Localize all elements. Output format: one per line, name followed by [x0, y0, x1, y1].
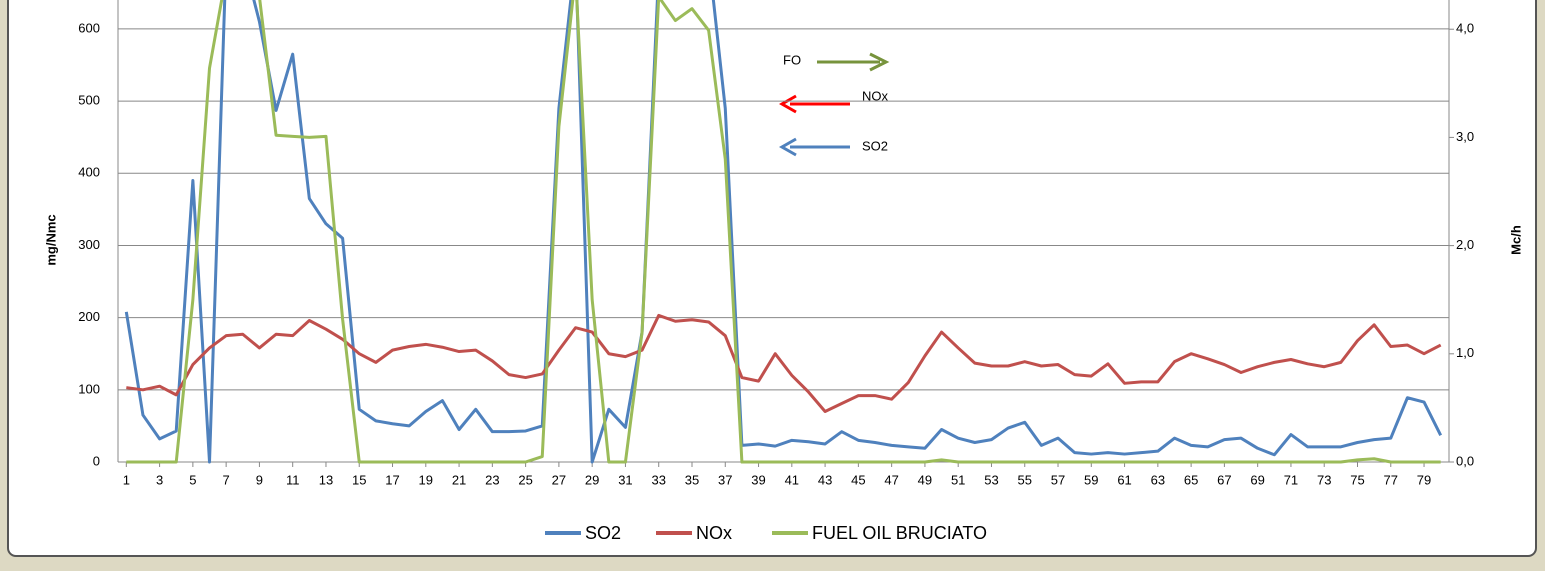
x-tick-label: 73	[1317, 472, 1331, 487]
x-tick-label: 15	[352, 472, 366, 487]
x-tick-label: 37	[718, 472, 732, 487]
x-tick-label: 25	[518, 472, 532, 487]
x-tick-label: 19	[419, 472, 433, 487]
series-line	[124, 0, 1443, 464]
x-tick-label: 43	[818, 472, 832, 487]
x-tick-label: 77	[1384, 472, 1398, 487]
legend-label: NOx	[696, 523, 732, 543]
y2-tick-label: 2,0	[1456, 237, 1474, 252]
y-tick-label: 0	[93, 453, 100, 468]
y-tick-label: 200	[78, 309, 100, 324]
x-tick-label: 21	[452, 472, 466, 487]
x-tick-label: 49	[918, 472, 932, 487]
x-tick-label: 79	[1417, 472, 1431, 487]
x-tick-label: 1	[123, 472, 130, 487]
x-tick-label: 61	[1117, 472, 1131, 487]
x-tick-label: 39	[751, 472, 765, 487]
y-tick-label: 600	[78, 20, 100, 35]
x-tick-label: 71	[1284, 472, 1298, 487]
x-tick-label: 9	[256, 472, 263, 487]
y2-tick-label: 0,0	[1456, 453, 1474, 468]
x-tick-label: 51	[951, 472, 965, 487]
y-tick-label: 100	[78, 381, 100, 396]
series-line	[126, 0, 1441, 464]
x-tick-label: 55	[1018, 472, 1032, 487]
x-tick-label: 33	[651, 472, 665, 487]
legend-label: SO2	[585, 523, 621, 543]
x-tick-label: 31	[618, 472, 632, 487]
x-tick-label: 23	[485, 472, 499, 487]
x-tick-label: 47	[884, 472, 898, 487]
x-tick-label: 17	[385, 472, 399, 487]
x-tick-label: 59	[1084, 472, 1098, 487]
x-tick-label: 5	[189, 472, 196, 487]
y-tick-label: 400	[78, 165, 100, 180]
x-tick-label: 57	[1051, 472, 1065, 487]
y2-tick-label: 1,0	[1456, 345, 1474, 360]
x-tick-label: 7	[223, 472, 230, 487]
y-tick-label: 300	[78, 237, 100, 252]
arrow-head	[778, 94, 797, 114]
y2-tick-label: 3,0	[1456, 129, 1474, 144]
arrow-head	[778, 137, 797, 157]
x-tick-label: 3	[156, 472, 163, 487]
x-tick-label: 67	[1217, 472, 1231, 487]
x-tick-label: 11	[286, 472, 300, 487]
y-axis-label: mg/Nmc	[43, 214, 58, 265]
annotation: SO2	[862, 138, 888, 153]
chart-frame	[7, 0, 1537, 557]
x-tick-label: 69	[1250, 472, 1264, 487]
y-tick-label: 500	[78, 93, 100, 108]
x-tick-label: 63	[1151, 472, 1165, 487]
x-tick-label: 29	[585, 472, 599, 487]
y2-axis-label: Mc/h	[1508, 225, 1523, 255]
x-tick-label: 27	[552, 472, 566, 487]
x-tick-label: 13	[319, 472, 333, 487]
x-tick-label: 65	[1184, 472, 1198, 487]
y2-tick-label: 4,0	[1456, 21, 1474, 36]
x-tick-label: 75	[1350, 472, 1364, 487]
annotation: FO	[783, 52, 801, 67]
x-tick-label: 53	[984, 472, 998, 487]
x-tick-label: 41	[785, 472, 799, 487]
annotation: NOx	[862, 88, 889, 103]
x-tick-label: 45	[851, 472, 865, 487]
legend-label: FUEL OIL BRUCIATO	[812, 523, 987, 543]
x-tick-label: 35	[685, 472, 699, 487]
plot-area	[124, 0, 1443, 464]
arrow-head	[869, 52, 890, 72]
